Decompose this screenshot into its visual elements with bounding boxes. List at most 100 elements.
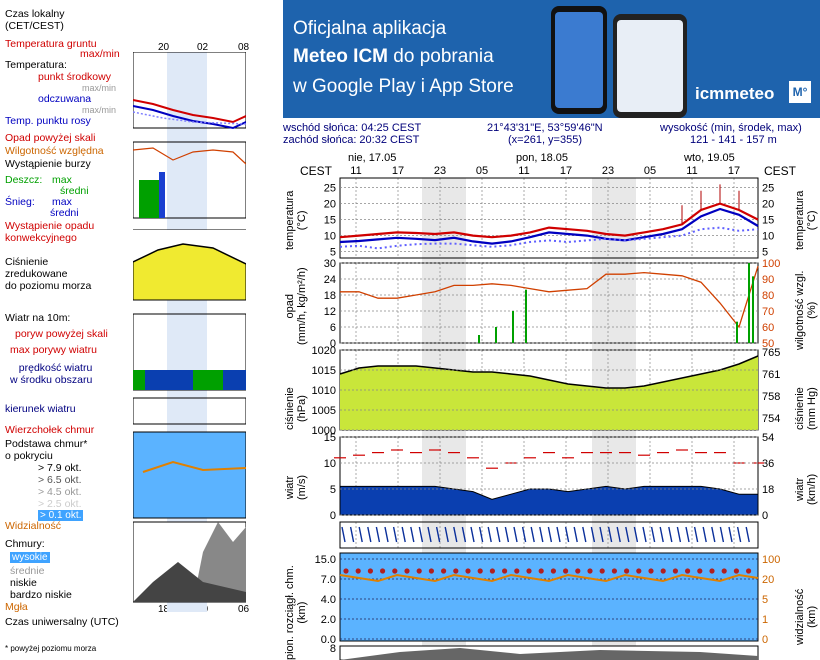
legend-humidity: Wilgotność względna: [5, 145, 104, 157]
wind-dir-arrow: [599, 526, 604, 543]
prec-tick-left: 12: [324, 306, 336, 318]
cloud-top-dot: [721, 568, 727, 574]
legend-cloud-mid: średnie: [10, 565, 45, 577]
hour-label: 05: [644, 165, 656, 177]
promo-banner[interactable]: Oficjalna aplikacja Meteo ICM do pobrani…: [283, 0, 820, 118]
cloud-top-dot: [538, 568, 544, 574]
precip-bar: [495, 327, 497, 343]
wind-dir-arrow: [564, 526, 570, 543]
prec-tick-left: 6: [330, 322, 336, 334]
precip-bar: [512, 311, 514, 343]
wind-speed-area: [339, 485, 759, 516]
panel-frame-temp: [339, 177, 759, 259]
vis-tick-right: 100: [762, 554, 780, 566]
legend-storm: Wystąpienie burzy: [5, 158, 91, 170]
cloud-top-dot: [648, 568, 654, 574]
legend-snow: Śnieg:: [5, 196, 35, 208]
wind-tick-left: 0: [330, 510, 336, 522]
wind-dir-arrow: [702, 526, 707, 543]
legend-utc-06: 06: [238, 604, 250, 615]
legend-fog: Mgła: [5, 601, 28, 613]
wind-dir-arrow: [642, 526, 647, 543]
wind-dir-arrow: [461, 526, 467, 543]
legend-wind10: Wiatr na 10m:: [5, 312, 71, 324]
hum-tick-right: 90: [762, 274, 774, 286]
wind-dir-arrow: [410, 526, 415, 543]
wind-dir-arrow: [547, 526, 553, 543]
pres-tick-right: 758: [762, 391, 780, 403]
sunset: zachód słońca: 20:32 CEST: [283, 134, 420, 146]
wind-dir-arrow: [693, 526, 699, 543]
legend-cloud-top: Wierzchołek chmur: [5, 424, 95, 436]
pres-tick-left: 1005: [312, 405, 336, 417]
precip-bar: [736, 321, 738, 343]
legend-okt-3: > 4.5 okt.: [38, 486, 82, 498]
cloud-top-dot: [611, 568, 618, 574]
wind-tick-left: 10: [324, 458, 336, 470]
temp-tick-left: 5: [330, 247, 336, 259]
pres-tick-right: 765: [762, 347, 780, 359]
legend-footnote: * powyżej poziomu morza: [5, 644, 97, 653]
pres-tick-left: 1020: [312, 345, 336, 357]
cloud-top-dot: [660, 568, 666, 574]
cloud-top-dot: [489, 568, 495, 574]
cloud-top-dot: [514, 568, 520, 574]
wind-dir-arrow: [745, 526, 750, 543]
legend-soil-temp-sub: max/min: [80, 48, 120, 60]
legend-feels: odczuwana: [38, 93, 92, 105]
wind-dir-arrow: [504, 526, 510, 543]
precip-bar: [525, 289, 527, 343]
hour-label: 17: [560, 165, 572, 177]
coordinates: 21°43'31"E, 53°59'46"N: [487, 122, 603, 134]
wind-dir-arrow: [427, 526, 432, 543]
panel-frame-dir: [339, 521, 759, 549]
cloud-top-dot: [636, 568, 642, 574]
hour-label: 11: [350, 165, 361, 177]
cloud-top-dot: [477, 568, 483, 574]
wind-dir-arrow: [573, 526, 578, 543]
wind-dir-arrow: [392, 526, 398, 543]
hour-label: 23: [434, 165, 446, 177]
hum-tick-right: 100: [762, 258, 780, 270]
legend-rain-mid: średni: [60, 185, 89, 197]
legend-okt-4: > 2.5 okt.: [38, 498, 82, 510]
wind-dir-arrow: [719, 526, 725, 543]
cloud-top-dot: [709, 568, 715, 574]
cloud-top-dot: [355, 568, 361, 574]
hour-label: 17: [728, 165, 740, 177]
legend-mini-panels: [133, 52, 246, 612]
cloud-top-dot: [502, 568, 508, 574]
legend-tick-02: 02: [197, 42, 209, 53]
cloud-top-dot: [672, 568, 679, 574]
wind-dir-arrow: [401, 526, 406, 543]
prec-tick-left: 18: [324, 290, 336, 302]
temp-tick-left: 15: [324, 215, 336, 227]
wind-dir-arrow: [418, 526, 424, 543]
precip-bar: [748, 263, 750, 343]
wind-dir-arrow: [668, 526, 673, 543]
pressure-area: [340, 356, 758, 430]
height-values: 121 - 141 - 157 m: [690, 134, 777, 146]
wind-dir-arrow: [384, 526, 389, 543]
cloud-top-dot: [441, 568, 447, 574]
day-label-2: pon, 18.05: [516, 152, 568, 164]
wind-dir-arrow: [435, 526, 441, 543]
pres-tick-left: 1015: [312, 365, 336, 377]
legend-cloud-base: Podstawa chmur* o pokryciu: [5, 438, 88, 462]
wind-dir-arrow: [676, 526, 682, 543]
cloud-top-dot: [587, 568, 593, 574]
visibility-line: [339, 573, 759, 583]
cb-tick-left: 15.0: [315, 554, 336, 566]
wind-dir-arrow: [616, 526, 621, 543]
legend-temp-mid: punkt środkowy: [38, 71, 111, 83]
wind-tick-left: 15: [324, 432, 336, 444]
hum-tick-right: 50: [762, 338, 774, 350]
sunrise: wschód słońca: 04:25 CEST: [283, 122, 422, 134]
cloud-top-dot: [465, 568, 471, 574]
legend-cloud-low: niskie: [10, 577, 37, 589]
wind-dir-arrow: [513, 526, 518, 543]
cloud-base-bg: [339, 552, 759, 642]
temp-tick-right: 20: [762, 199, 774, 211]
wind-dir-arrow: [341, 526, 346, 543]
temp-tick-right: 10: [762, 231, 774, 243]
